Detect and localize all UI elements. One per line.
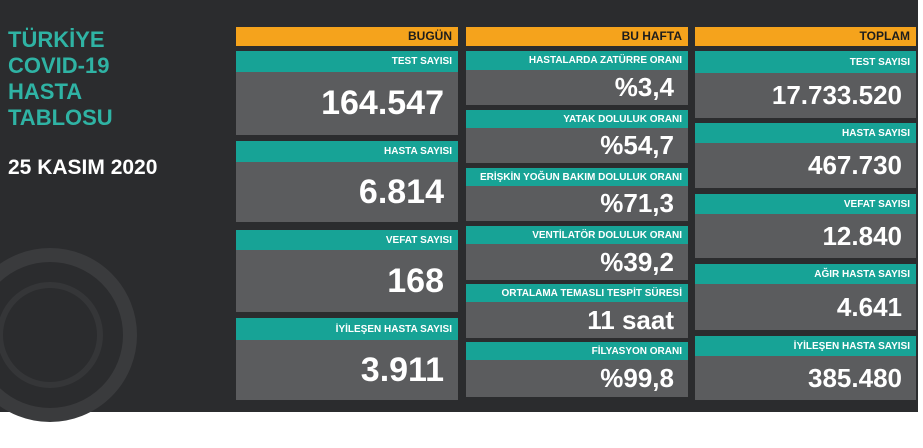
stat-label: FİLYASYON ORANI: [466, 342, 688, 360]
date: 25 KASIM 2020: [8, 156, 158, 179]
title: TÜRKİYE COVID-19 HASTA TABLOSU: [8, 27, 113, 131]
stat-value: 17.733.520: [695, 73, 916, 118]
stat-value: %99,8: [466, 360, 688, 397]
stat-label: YATAK DOLULUK ORANI: [466, 110, 688, 128]
stat-label: TEST SAYISI: [236, 51, 458, 72]
stat-label: İYİLEŞEN HASTA SAYISI: [236, 318, 458, 340]
stat-label: ERİŞKİN YOĞUN BAKIM DOLULUK ORANI: [466, 168, 688, 186]
dashboard: TÜRKİYE COVID-19 HASTA TABLOSU 25 KASIM 202…: [0, 0, 918, 422]
stat-label: HASTALARDA ZATÜRRE ORANI: [466, 51, 688, 70]
stat-value: %71,3: [466, 186, 688, 221]
stat-label: VEFAT SAYISI: [236, 230, 458, 250]
column-header: BU HAFTA: [466, 27, 688, 46]
stat-value: 467.730: [695, 143, 916, 188]
stat-value: 12.840: [695, 214, 916, 258]
stat-value: %3,4: [466, 70, 688, 105]
stat-label: VENTİLATÖR DOLULUK ORANI: [466, 226, 688, 244]
stat-value: %39,2: [466, 244, 688, 280]
title-line: HASTA: [8, 79, 83, 104]
stat-value: %54,7: [466, 128, 688, 163]
stat-value: 6.814: [236, 162, 458, 222]
stat-value: 4.641: [695, 284, 916, 330]
stat-value: 168: [236, 250, 458, 312]
stat-value: 164.547: [236, 72, 458, 135]
stat-label: TEST SAYISI: [695, 51, 916, 73]
stat-label: AĞIR HASTA SAYISI: [695, 264, 916, 284]
stat-value: 11 saat: [466, 302, 688, 338]
stat-label: ORTALAMA TEMASLI TESPİT SÜRESİ: [466, 284, 688, 302]
stat-label: HASTA SAYISI: [695, 123, 916, 143]
emblem: [0, 248, 137, 422]
column-header: BUGÜN: [236, 27, 458, 46]
stat-value: 3.911: [236, 340, 458, 400]
stat-label: VEFAT SAYISI: [695, 194, 916, 214]
title-line: TABLOSU: [8, 105, 113, 130]
stat-label: İYİLEŞEN HASTA SAYISI: [695, 336, 916, 356]
stat-label: HASTA SAYISI: [236, 141, 458, 162]
title-line: TÜRKİYE: [8, 27, 105, 52]
stat-value: 385.480: [695, 356, 916, 400]
column-header: TOPLAM: [695, 27, 916, 46]
title-line: COVID-19: [8, 53, 110, 78]
